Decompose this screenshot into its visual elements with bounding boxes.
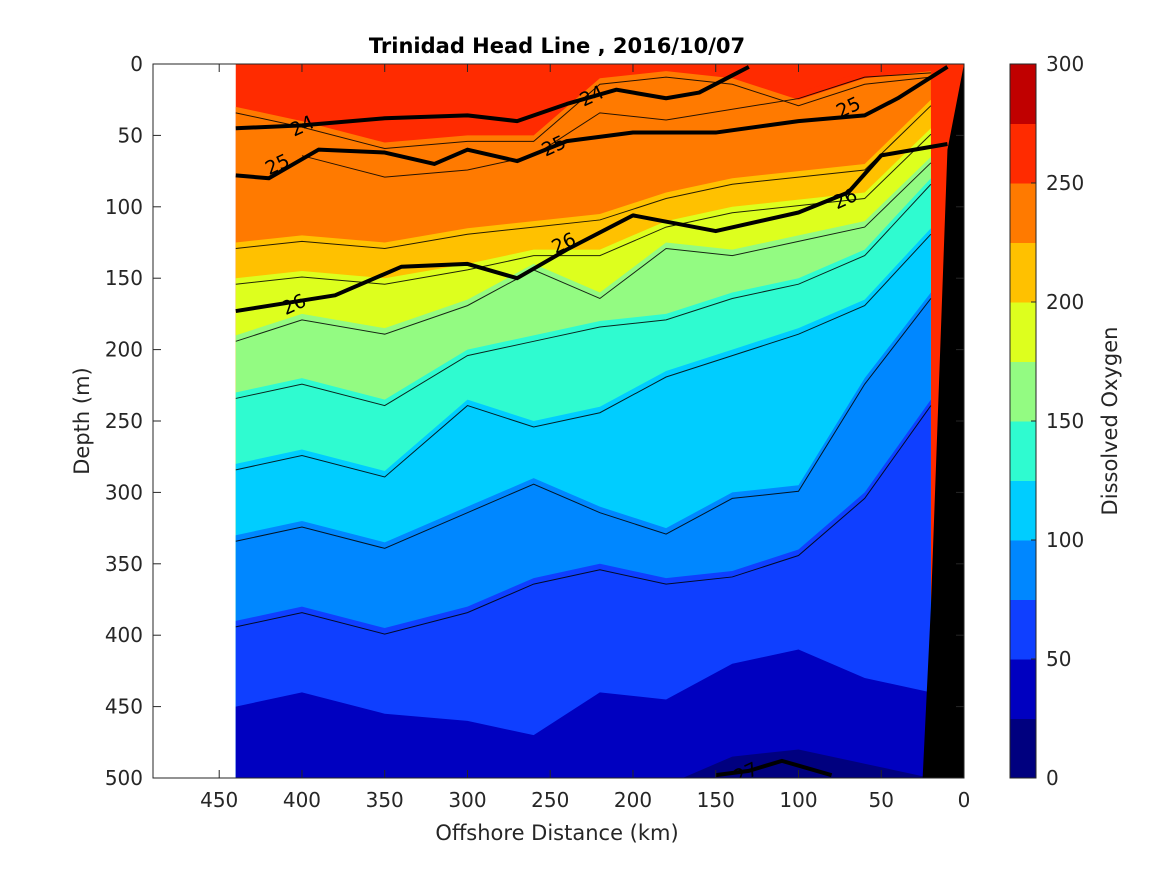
x-tick-label: 250: [531, 788, 569, 812]
colorbar-swatch: [1010, 480, 1036, 541]
colorbar-tick-label: 100: [1046, 528, 1084, 552]
x-tick-label: 0: [958, 788, 971, 812]
colorbar-swatch: [1010, 242, 1036, 303]
y-tick-label: 250: [105, 409, 143, 433]
density-contour-26: [235, 141, 948, 314]
colorbar: 0 50 100 150 200 250 300: [1009, 52, 1084, 790]
x-tick-label: 400: [283, 788, 321, 812]
x-tick-label: 300: [448, 788, 486, 812]
colorbar-swatch: [1010, 718, 1036, 779]
y-tick-label: 500: [105, 766, 143, 790]
colorbar-swatch: [1010, 302, 1036, 362]
colorbar-swatch: [1010, 123, 1036, 184]
y-axis-label: Depth (m): [70, 367, 94, 474]
thin-contour: [301, 72, 931, 178]
x-axis: 450 400 350 300 250 200 150 100 50 0: [200, 64, 970, 812]
x-tick-label: 350: [366, 788, 404, 812]
density-contour-27: [715, 758, 833, 778]
y-tick-label: 150: [105, 266, 143, 290]
oxygen-bands: [235, 64, 964, 778]
y-tick-label: 450: [105, 695, 143, 719]
colorbar-tick-label: 50: [1046, 647, 1071, 671]
x-axis-label: Offshore Distance (km): [435, 821, 678, 845]
y-tick-label: 50: [118, 123, 143, 147]
x-tick-label: 50: [869, 788, 894, 812]
bathymetry: [922, 64, 964, 778]
colorbar-swatch: [1010, 659, 1036, 719]
bold-density-contours: [235, 65, 949, 778]
x-tick-label: 200: [614, 788, 652, 812]
oxygen-band-25-50: [235, 649, 931, 778]
density-contour-25: [235, 65, 949, 181]
colorbar-swatch: [1010, 599, 1036, 660]
y-tick-label: 0: [130, 52, 143, 76]
colorbar-swatch: [1010, 540, 1036, 600]
thin-contour: [235, 105, 932, 250]
thin-density-contours: [235, 72, 932, 635]
colorbar-swatch: [1010, 183, 1036, 243]
y-axis: 0 50 100 150 200 250 300 350 400 450 500: [105, 52, 964, 790]
y-tick-label: 200: [105, 338, 143, 362]
colorbar-tick-label: 0: [1046, 766, 1059, 790]
thin-contour: [235, 233, 932, 478]
colorbar-tick-label: 150: [1046, 409, 1084, 433]
colorbar-swatch: [1010, 64, 1036, 124]
y-tick-label: 400: [105, 623, 143, 647]
colorbar-tick-label: 200: [1046, 290, 1084, 314]
x-tick-label: 150: [697, 788, 735, 812]
colorbar-swatch: [1010, 421, 1036, 481]
colorbar-tick-label: 300: [1046, 52, 1084, 76]
thin-contour: [235, 405, 932, 635]
colorbar-swatch: [1010, 361, 1036, 422]
thin-contour: [235, 162, 932, 342]
thin-contour: [235, 183, 932, 407]
colorbar-label: Dissolved Oxygen: [1098, 327, 1122, 516]
x-tick-label: 100: [779, 788, 817, 812]
y-tick-label: 300: [105, 480, 143, 504]
density-contour-24: [235, 65, 750, 131]
y-tick-label: 100: [105, 195, 143, 219]
colorbar-tick-label: 250: [1046, 171, 1084, 195]
thin-contour: [235, 76, 931, 150]
y-tick-label: 350: [105, 552, 143, 576]
chart-title: Trinidad Head Line , 2016/10/07: [369, 34, 745, 58]
thin-contour: [235, 298, 932, 549]
x-tick-label: 450: [200, 788, 238, 812]
